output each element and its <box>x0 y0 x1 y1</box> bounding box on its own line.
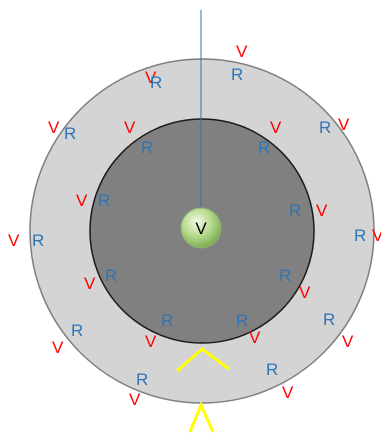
v-letter: V <box>129 390 141 409</box>
v-letter: V <box>338 115 350 134</box>
r-letter: R <box>289 201 301 220</box>
r-letter: R <box>279 266 291 285</box>
r-letter: R <box>64 124 76 143</box>
r-letter: R <box>319 118 331 137</box>
r-letter: R <box>150 73 162 92</box>
center-ball <box>180 207 222 249</box>
r-letter: R <box>231 65 243 84</box>
v-letter: V <box>249 328 261 347</box>
v-letter: V <box>52 338 64 357</box>
r-letter: R <box>71 321 83 340</box>
chevron-lower <box>188 401 215 433</box>
v-letter: V <box>236 42 248 61</box>
v-letter: V <box>48 118 60 137</box>
r-letter: R <box>236 311 248 330</box>
v-letter: V <box>145 332 157 351</box>
v-letter: V <box>299 283 311 302</box>
r-letter: R <box>105 266 117 285</box>
r-letter: R <box>161 311 173 330</box>
r-letter: R <box>136 370 148 389</box>
r-letter: R <box>266 360 278 379</box>
v-letter: V <box>124 118 136 137</box>
center-ball-label: V <box>195 219 207 238</box>
v-letter: V <box>342 332 354 351</box>
v-letter: V <box>316 201 328 220</box>
v-letter: V <box>84 274 96 293</box>
v-letter: V <box>8 231 20 250</box>
r-letter: R <box>141 138 153 157</box>
r-letter: R <box>98 191 110 210</box>
v-letter: V <box>270 118 282 137</box>
r-letter: R <box>323 310 335 329</box>
r-letter: R <box>32 231 44 250</box>
v-letter: V <box>282 383 294 402</box>
v-letter: V <box>145 68 157 87</box>
r-letter: R <box>354 226 366 245</box>
r-letter: R <box>258 138 270 157</box>
chevron-upper <box>176 347 230 373</box>
v-letter: V <box>372 226 381 245</box>
v-letter: V <box>76 191 88 210</box>
